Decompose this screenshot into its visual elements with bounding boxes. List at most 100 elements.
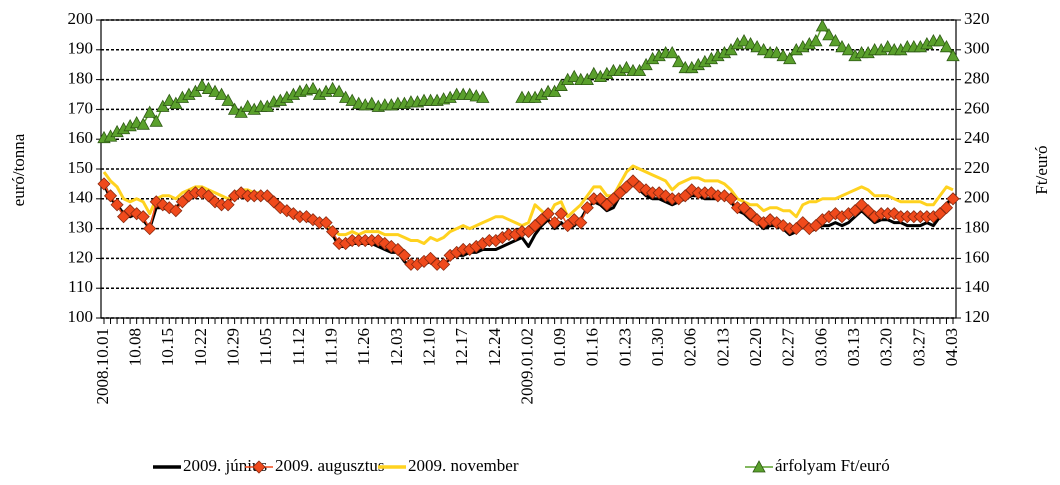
x-tick-label: 2008.10.01 <box>93 328 112 405</box>
y2-tick-label: 200 <box>964 188 990 207</box>
data-point <box>195 186 209 200</box>
data-point <box>273 201 287 215</box>
data-point <box>619 60 634 74</box>
data-point <box>338 90 353 103</box>
data-point <box>737 34 751 47</box>
data-point <box>783 51 797 65</box>
data-point <box>547 84 562 97</box>
data-point <box>97 177 111 191</box>
data-point <box>169 204 183 218</box>
data-point <box>672 54 686 68</box>
data-point <box>306 81 320 94</box>
data-point <box>156 198 170 212</box>
data-point <box>554 78 568 91</box>
y2-tick-label: 240 <box>964 128 990 147</box>
data-point <box>580 201 594 215</box>
series-line <box>102 164 954 245</box>
data-point <box>639 183 653 197</box>
data-point <box>136 210 150 224</box>
data-point <box>136 117 150 130</box>
data-point <box>946 192 960 206</box>
y-tick-label: 100 <box>68 307 94 326</box>
data-point <box>234 105 248 118</box>
data-point <box>332 84 346 97</box>
x-tick-label: 03.20 <box>877 328 896 366</box>
y-tick-label: 130 <box>68 218 94 237</box>
y-axis-title: euró/tonna <box>9 133 28 206</box>
data-point <box>156 99 170 112</box>
x-tick-label: 12.17 <box>452 328 471 367</box>
y-tick-label: 160 <box>68 128 94 147</box>
x-tick-label: 01.30 <box>648 328 667 366</box>
x-tick-label: 10.08 <box>126 328 145 366</box>
data-point <box>221 198 235 212</box>
data-point <box>665 45 679 59</box>
data-point <box>221 93 235 106</box>
data-point <box>815 19 830 32</box>
data-point <box>345 93 359 106</box>
data-point <box>384 239 398 254</box>
y-tick-label: 190 <box>68 39 94 58</box>
x-tick-label: 03.06 <box>811 328 830 366</box>
data-point <box>752 460 766 473</box>
data-point <box>143 105 157 118</box>
y-tick-label: 170 <box>68 98 94 117</box>
data-point <box>103 189 118 203</box>
data-point <box>632 63 647 77</box>
data-point <box>162 93 176 106</box>
data-point <box>325 81 340 94</box>
x-tick-label: 03.27 <box>909 328 928 367</box>
data-point <box>574 216 588 230</box>
x-tick-label: 02.13 <box>713 328 732 366</box>
data-point <box>319 216 333 230</box>
x-tick-label: 10.15 <box>158 328 177 366</box>
data-point <box>252 460 266 474</box>
y-tick-label: 120 <box>68 247 94 266</box>
data-point <box>724 42 738 56</box>
data-point <box>743 37 758 50</box>
x-tick-label: 11.26 <box>354 328 373 366</box>
y2-tick-label: 320 <box>964 9 990 28</box>
y2-axis-title: Ft/euró <box>1032 145 1051 194</box>
data-point <box>704 186 718 200</box>
data-point <box>841 42 856 56</box>
legend-label: 2009. június <box>183 456 267 475</box>
data-point <box>750 39 764 53</box>
data-point <box>809 34 823 47</box>
data-point <box>397 248 411 262</box>
x-tick-label: 03.13 <box>844 328 863 366</box>
data-point <box>639 57 653 71</box>
data-point <box>208 84 222 97</box>
data-point <box>756 42 771 56</box>
x-tick-label: 02.20 <box>746 328 765 366</box>
data-point <box>724 192 738 206</box>
data-point <box>306 213 320 227</box>
y-tick-label: 200 <box>68 9 94 28</box>
y2-tick-label: 140 <box>964 277 990 296</box>
data-point <box>227 102 242 115</box>
legend-label: 2009. augusztus <box>275 456 385 475</box>
legend-label: 2009. november <box>408 456 519 475</box>
data-point <box>548 216 562 230</box>
x-tick-label: 01.16 <box>583 328 602 366</box>
data-point <box>162 201 176 215</box>
x-tick-label: 02.27 <box>779 328 798 367</box>
y2-tick-label: 280 <box>964 69 990 88</box>
x-tick-label: 01.09 <box>550 328 569 366</box>
y-tick-label: 140 <box>68 188 94 207</box>
data-point <box>110 198 124 212</box>
data-point <box>143 222 157 236</box>
x-tick-label: 10.29 <box>224 328 243 366</box>
y-tick-label: 110 <box>68 277 93 296</box>
data-point <box>476 90 490 103</box>
x-tick-label: 11.19 <box>321 328 340 366</box>
data-point <box>776 48 790 62</box>
data-point <box>946 48 960 62</box>
data-point <box>391 242 405 257</box>
data-point <box>326 225 340 239</box>
y2-tick-label: 160 <box>964 247 990 266</box>
x-tick-label: 10.22 <box>191 328 210 366</box>
x-tick-label: 01.23 <box>615 328 634 366</box>
x-tick-label: 2009.01.02 <box>517 328 536 405</box>
y2-tick-label: 220 <box>964 158 990 177</box>
